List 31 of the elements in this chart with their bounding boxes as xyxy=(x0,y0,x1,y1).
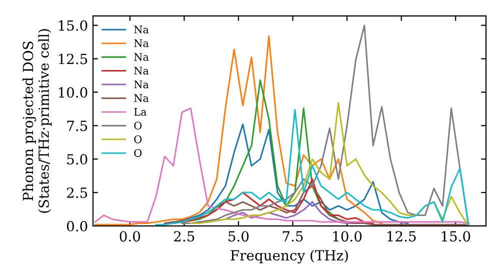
x-tick-label: 5.0 xyxy=(228,231,249,242)
legend-label: La xyxy=(134,108,146,116)
legend-label: O xyxy=(134,122,142,130)
legend-label: Na xyxy=(134,39,149,48)
line-series xyxy=(164,185,470,226)
legend-label: Na xyxy=(134,53,149,61)
y-tick-label: 7.5 xyxy=(67,120,88,132)
x-tick-label: 12.5 xyxy=(388,231,416,242)
legend-label: O xyxy=(134,149,142,157)
legend-label: Na xyxy=(134,66,149,75)
legend-label: O xyxy=(134,135,142,144)
line-series xyxy=(190,102,470,226)
y-axis-title: Phonon projected DOS (States/THz·primitive cell) xyxy=(22,29,52,213)
x-tick-label: 2.5 xyxy=(174,231,194,242)
x-axis-title: Frequency (THz) xyxy=(230,250,348,264)
y-tick-label: 5.0 xyxy=(67,154,88,165)
x-tick-label: 10.0 xyxy=(333,231,362,242)
x-tick-label: 7.5 xyxy=(282,231,303,242)
x-tick-label: 15.0 xyxy=(442,231,470,242)
y-tick-label: 12.5 xyxy=(58,54,88,64)
y-tick-label: 2.5 xyxy=(66,187,88,198)
y-tick-label: 15.0 xyxy=(58,20,88,31)
y-tick-label: 10.0 xyxy=(58,87,88,98)
legend-label: Na xyxy=(134,80,149,88)
line-series xyxy=(94,35,383,226)
line-series xyxy=(94,107,470,224)
x-tick-label: 0.0 xyxy=(120,231,140,242)
y-tick-label: 0.0 xyxy=(66,220,88,232)
line-series xyxy=(155,108,470,226)
legend-label: Na xyxy=(134,94,149,102)
legend-label: Na xyxy=(134,26,149,34)
